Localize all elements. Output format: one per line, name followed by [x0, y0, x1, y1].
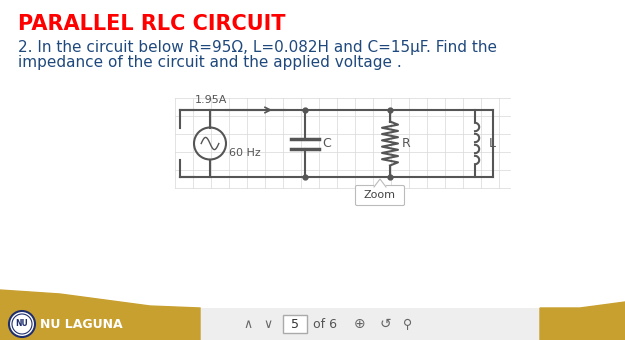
- Text: 5: 5: [291, 318, 299, 330]
- Circle shape: [605, 319, 615, 329]
- Text: 1.95A: 1.95A: [195, 95, 228, 105]
- FancyBboxPatch shape: [356, 186, 404, 205]
- Text: NU LAGUNA: NU LAGUNA: [40, 318, 122, 330]
- Circle shape: [590, 319, 600, 329]
- Text: impedance of the circuit and the applied voltage .: impedance of the circuit and the applied…: [18, 55, 402, 70]
- Circle shape: [9, 311, 35, 337]
- Text: NU: NU: [16, 320, 28, 328]
- Text: ↺: ↺: [379, 317, 391, 331]
- Circle shape: [575, 319, 585, 329]
- Text: C: C: [322, 137, 331, 150]
- Text: ⚲: ⚲: [404, 318, 412, 330]
- Bar: [0, 308, 625, 340]
- FancyBboxPatch shape: [283, 315, 307, 333]
- Text: L: L: [489, 137, 496, 150]
- Polygon shape: [374, 179, 386, 187]
- Polygon shape: [0, 290, 200, 340]
- Text: ∧: ∧: [244, 318, 252, 330]
- Text: 2. In the circuit below R=95Ω, L=0.082H and C=15μF. Find the: 2. In the circuit below R=95Ω, L=0.082H …: [18, 40, 497, 55]
- Text: ∨: ∨: [264, 318, 272, 330]
- Text: R: R: [402, 137, 411, 150]
- Polygon shape: [540, 302, 625, 340]
- Text: PARALLEL RLC CIRCUIT: PARALLEL RLC CIRCUIT: [18, 14, 286, 34]
- Text: ⊕: ⊕: [354, 317, 366, 331]
- Text: 60 Hz: 60 Hz: [229, 148, 261, 157]
- Text: of 6: of 6: [313, 318, 337, 330]
- Bar: [170, 308, 625, 340]
- Text: Zoom: Zoom: [364, 190, 396, 201]
